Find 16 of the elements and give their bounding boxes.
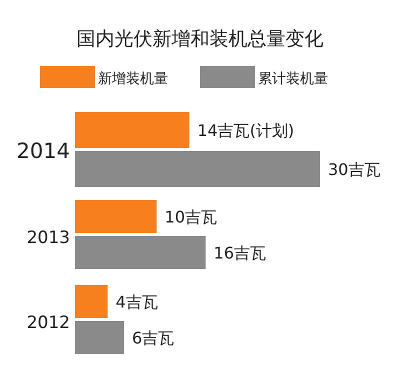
y-tick-label: 2012: [26, 313, 70, 333]
bar: [75, 236, 206, 269]
data-label: 6吉瓦: [132, 328, 174, 348]
y-tick-label: 2013: [26, 228, 70, 248]
data-label: 14吉瓦(计划): [197, 121, 294, 140]
chart-title: 国内光伏新增和装机总量变化: [76, 28, 324, 50]
bar: [75, 321, 124, 354]
bar: [75, 200, 157, 233]
y-tick-label: 2014: [16, 139, 70, 163]
data-label: 16吉瓦: [214, 244, 266, 262]
data-label: 30吉瓦: [328, 160, 380, 179]
bar: [75, 285, 108, 318]
data-label: 10吉瓦: [164, 208, 218, 226]
data-label: 4吉瓦: [116, 292, 158, 312]
legend-label: 新增装机量: [98, 71, 168, 87]
legend-label: 累计装机量: [258, 71, 328, 87]
